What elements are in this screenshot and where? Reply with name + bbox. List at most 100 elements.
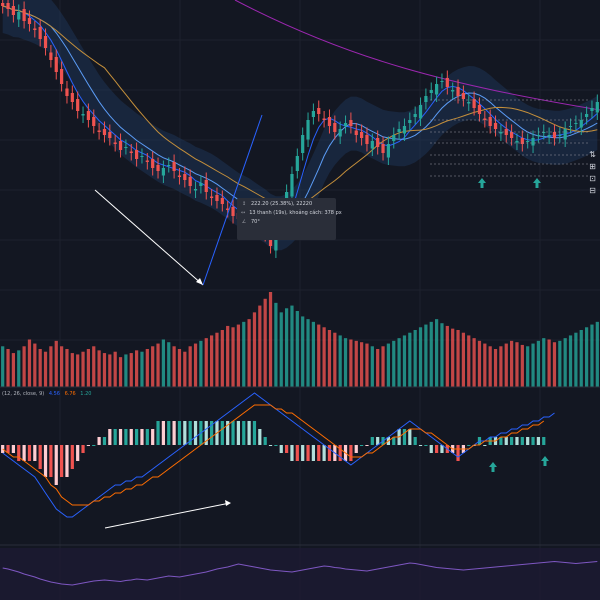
candle-body [360, 132, 364, 138]
volume-bar [172, 346, 176, 387]
volume-bar [113, 351, 117, 387]
candle-body [531, 138, 535, 146]
volume-bar [60, 346, 64, 387]
macd-bar [70, 445, 74, 469]
volume-bar [456, 330, 460, 387]
candle-body [381, 144, 385, 153]
volume-bar [472, 338, 476, 387]
volume-bar [215, 332, 219, 387]
candle-body [510, 132, 514, 138]
candle-body [156, 165, 160, 171]
volume-bar [413, 330, 417, 387]
macd-bar [210, 421, 214, 445]
volume-bar [188, 346, 192, 387]
macd-histogram [1, 421, 546, 485]
macd-bar [129, 429, 133, 445]
volume-bar [536, 340, 540, 387]
candle-body [33, 28, 37, 30]
macd-bar [81, 445, 85, 453]
volume-bar [493, 349, 498, 387]
macd-bar [370, 437, 374, 445]
volume-bar [461, 332, 465, 387]
toolbar-button-4[interactable]: ⊟ [589, 186, 596, 195]
volume-bar [274, 302, 278, 387]
candle-body [183, 174, 187, 180]
volume-bar [263, 298, 267, 387]
candle-body [424, 96, 428, 102]
macd-bar [183, 421, 187, 445]
signal-line [2, 404, 545, 506]
toolbar-button-3[interactable]: ⊡ [589, 174, 596, 183]
volume-bar [590, 324, 594, 387]
price-change: 222.20 (25.38%), 22220 [251, 201, 313, 207]
volume-bar [333, 332, 337, 387]
candle-body [370, 141, 374, 149]
candle-body [413, 114, 417, 117]
volume-bar [547, 339, 551, 387]
toolbar-button-2[interactable]: ⊞ [589, 162, 596, 171]
side-toolbar: ⇅ ⊞ ⊡ ⊟ [585, 150, 600, 196]
macd-bar [301, 445, 305, 461]
volume-bar [118, 357, 123, 387]
volume-bar [22, 346, 26, 387]
candle-body [38, 27, 42, 39]
volume-bar [33, 343, 37, 387]
macd-bar [1, 445, 5, 453]
candle-body [579, 120, 583, 128]
macd-bar [124, 429, 128, 445]
volume-bar [365, 343, 369, 387]
macd-bar [327, 445, 332, 461]
macd-bar [17, 445, 21, 461]
macd-bar [188, 421, 192, 445]
macd-line [2, 392, 555, 518]
volume-bar [338, 335, 342, 387]
volume-bar [370, 346, 374, 387]
macd-bar [440, 445, 444, 453]
candle-body [365, 135, 369, 144]
macd-bar [360, 445, 364, 446]
candle-body [199, 183, 203, 186]
candle-body [76, 99, 80, 111]
volume-bar [504, 343, 508, 387]
macd-bar [27, 445, 32, 461]
candle-body [451, 90, 455, 92]
volume-bar [135, 350, 139, 387]
candle-body [167, 165, 171, 166]
candle-body [49, 52, 53, 60]
volume-bar [6, 349, 10, 387]
macd-bar [499, 437, 503, 445]
candle-body [595, 102, 599, 113]
volume-bar [285, 308, 289, 387]
volume-bar [1, 346, 5, 387]
candle-body [542, 132, 546, 133]
macd-bar [526, 437, 530, 445]
macd-bar [456, 445, 460, 461]
trend-line-price [94, 189, 204, 286]
volume-bars [1, 292, 599, 387]
signal-value: 6.76 [64, 391, 76, 397]
volume-bar [49, 346, 53, 387]
volume-bar [327, 330, 332, 387]
macd-bar [252, 421, 257, 445]
macd-bar [54, 445, 58, 485]
macd-bar [172, 421, 176, 445]
candle-body [11, 6, 15, 15]
candle-body [215, 195, 219, 201]
bars-info: 13 thanh (19s), khoảng cách: 378 px [249, 210, 342, 216]
volume-bar [526, 346, 530, 387]
macd-bar [542, 437, 546, 445]
volume-bar [510, 340, 514, 387]
candle-body [145, 160, 149, 162]
candle-body [135, 150, 139, 159]
toolbar-button-1[interactable]: ⇅ [589, 150, 596, 159]
volume-bar [499, 346, 503, 387]
candle-body [27, 18, 32, 24]
macd-bar [92, 445, 96, 446]
rsi-pane [0, 548, 600, 600]
signal-arrow-1 [478, 178, 486, 188]
volume-bar [183, 351, 187, 387]
macd-bar [113, 429, 117, 445]
candle-body [226, 208, 230, 210]
candle-body [1, 3, 5, 6]
